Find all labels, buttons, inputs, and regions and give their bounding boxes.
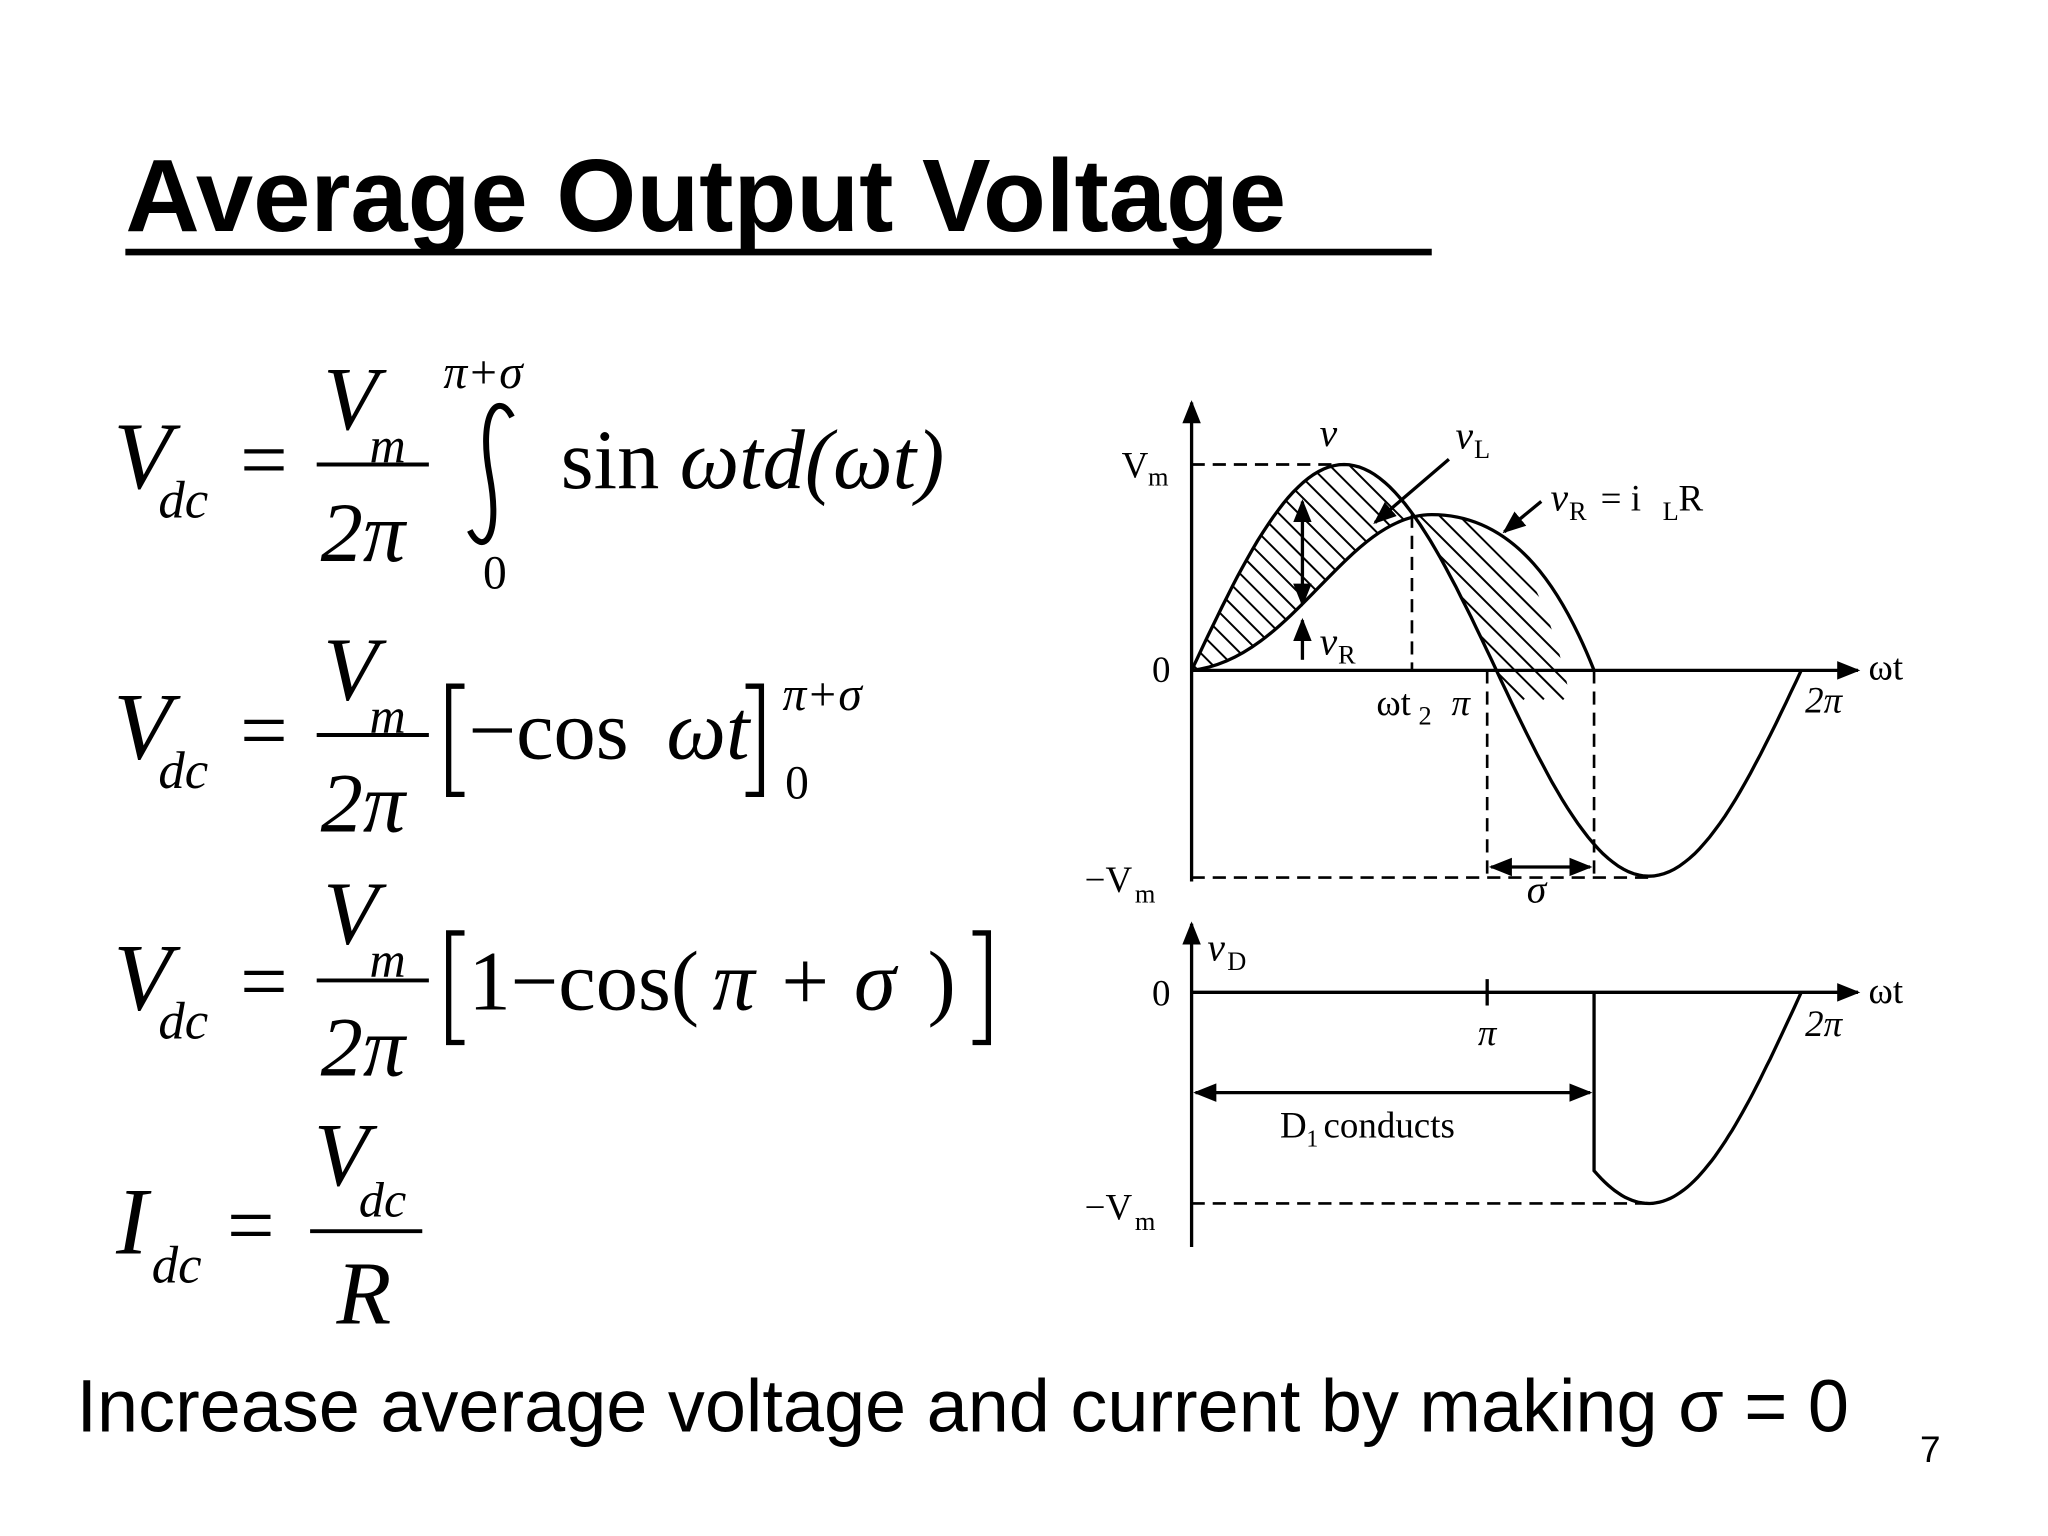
axis-label: σ — [1527, 868, 1548, 912]
eq-denominator: 2π — [321, 487, 408, 580]
axis-label-sub: m — [1135, 1206, 1156, 1236]
eq-body: ) — [928, 935, 956, 1028]
curve-label: v — [1320, 411, 1338, 455]
eq-limit: π+σ — [443, 347, 524, 399]
axis-label: 0 — [1152, 973, 1170, 1014]
eq-symbol: V — [113, 674, 181, 780]
eq-symbol: V — [323, 620, 387, 719]
diode-curve — [1592, 991, 1803, 1206]
eq-body: sin — [561, 414, 660, 507]
eq-denominator: 2π — [321, 757, 408, 850]
axis-label: π — [1452, 682, 1472, 723]
curve-label: R — [1679, 478, 1704, 519]
axis-label: ωt — [1869, 970, 1904, 1011]
bracket — [972, 930, 992, 1046]
source-curve — [1190, 462, 1803, 878]
eq-body: ωt — [666, 685, 752, 778]
axis-label-sub: m — [1148, 462, 1169, 492]
eq-denominator: R — [335, 1245, 391, 1344]
eq-symbol: V — [323, 865, 387, 964]
eq-body: ωtd(ωt) — [680, 414, 945, 507]
bracket — [446, 683, 465, 798]
annotation: D — [1280, 1104, 1307, 1145]
hatch-line — [1318, 464, 1585, 701]
bracket — [745, 683, 765, 798]
eq-subscript: m — [369, 417, 405, 473]
hatch-line — [1191, 464, 1268, 701]
axis-label: 0 — [1152, 649, 1170, 690]
hatch-line — [1191, 464, 1248, 701]
eq-operator: = — [240, 414, 288, 507]
axis-label: −V — [1085, 859, 1133, 900]
eq-subscript: dc — [152, 1237, 202, 1295]
eq-operator: = — [240, 935, 288, 1028]
page-number: 7 — [1920, 1429, 1941, 1470]
eq-body: −cos — [468, 685, 628, 778]
annotation: conducts — [1324, 1104, 1455, 1145]
axis-label: 2π — [1805, 680, 1843, 721]
annotation-sub: 1 — [1306, 1127, 1318, 1153]
curve-label-sub: L — [1663, 496, 1679, 526]
eq-symbol: V — [314, 1106, 378, 1205]
eq-symbol: V — [323, 350, 387, 449]
eq-symbol: I — [115, 1169, 152, 1275]
eq-subscript: dc — [158, 993, 208, 1051]
eq-subscript: dc — [158, 742, 208, 800]
curve-label-sub: D — [1227, 946, 1246, 976]
axis-label: V — [1122, 445, 1149, 486]
axis-label-sub: 2 — [1419, 700, 1432, 730]
curve-label: = i — [1601, 478, 1641, 519]
eq-symbol: V — [113, 924, 181, 1030]
curve-label: v — [1320, 620, 1338, 664]
integral-sign — [467, 403, 515, 545]
eq-subscript: m — [369, 687, 405, 743]
curve-label: v — [1456, 414, 1474, 458]
eq-subscript: dc — [158, 471, 208, 529]
eq-operator: = — [240, 685, 288, 778]
curve-label-sub: R — [1338, 640, 1356, 670]
eq-subscript: m — [369, 931, 405, 987]
axis-label: ωt — [1869, 647, 1904, 688]
axis-label: 2π — [1805, 1003, 1843, 1044]
eq-body: 1−cos( — [468, 935, 699, 1028]
axis-label: π — [1478, 1012, 1498, 1053]
eq-symbol: V — [113, 403, 181, 509]
leader-arrow — [1502, 500, 1543, 534]
curve-label: v — [1551, 476, 1569, 520]
curve-label-sub: L — [1474, 434, 1490, 464]
eq-subscript: dc — [359, 1172, 406, 1228]
eq-limit: 0 — [483, 548, 507, 600]
title: Average Output Voltage — [125, 138, 1286, 253]
eq-body: π + σ — [713, 935, 899, 1028]
axis-label-sub: m — [1135, 879, 1156, 909]
eq-limit: 0 — [785, 757, 809, 809]
load-curve — [1191, 512, 1596, 672]
footer-text: Increase average voltage and current by … — [77, 1365, 1849, 1448]
curve-label: v — [1207, 926, 1225, 970]
axis-label: −V — [1085, 1186, 1133, 1227]
eq-operator: = — [227, 1180, 275, 1273]
eq-denominator: 2π — [321, 1001, 408, 1094]
curve-label-sub: R — [1569, 496, 1587, 526]
bracket — [446, 930, 465, 1046]
leader-arrow — [1373, 457, 1450, 525]
equation-shapes — [310, 403, 992, 1234]
eq-limit: π+σ — [783, 669, 864, 721]
axis-label: ωt — [1376, 682, 1411, 723]
